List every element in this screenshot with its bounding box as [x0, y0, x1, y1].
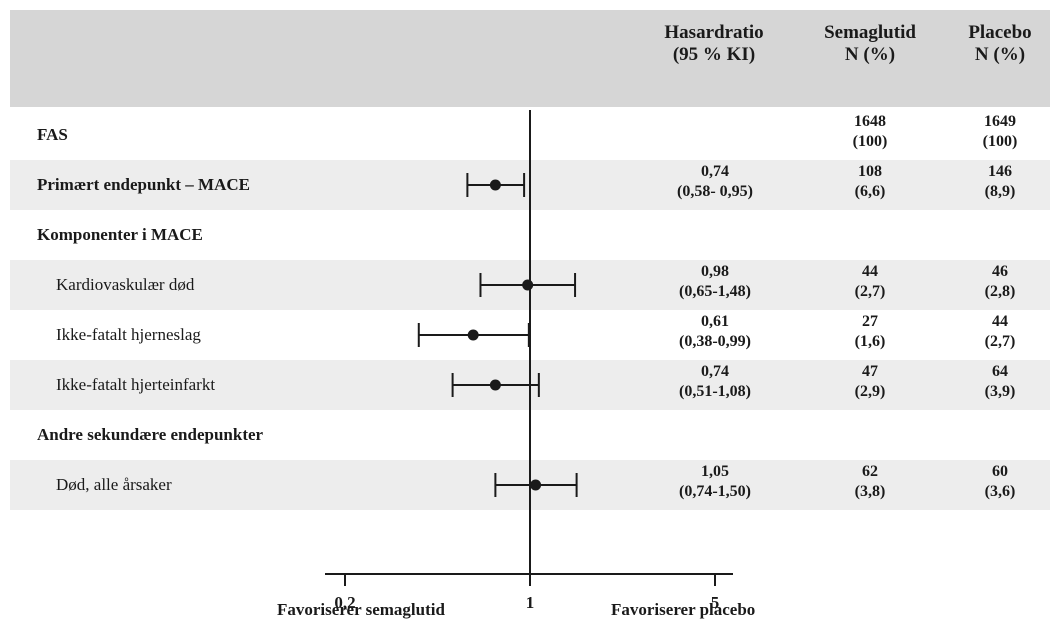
table-header: Hasardratio (95 % KI) Semaglutid N (%) P…	[10, 10, 1050, 107]
placebo-cell: 44 (2,7)	[950, 312, 1050, 352]
hr-point	[467, 329, 479, 341]
hr-ci: (0,74-1,50)	[679, 483, 751, 500]
row-label: FAS	[37, 125, 68, 144]
favours-placebo-label: Favoriserer placebo	[611, 600, 756, 619]
hr-point	[522, 279, 534, 291]
x-tick-label: 1	[526, 593, 535, 612]
placebo-percent: (2,7)	[984, 333, 1016, 350]
x-tick-label: 5	[711, 593, 720, 612]
table-row: Ikke-fatalt hjerneslag 0,61 (0,38-0,99) 2…	[10, 310, 1050, 360]
placebo-cell: 46 (2,8)	[950, 262, 1050, 302]
semaglutid-count: 44	[862, 263, 878, 280]
placebo-percent: (8,9)	[984, 183, 1016, 200]
semaglutid-cell: 1648 (100)	[820, 112, 920, 152]
hr-ci: (0,38-0,99)	[679, 333, 751, 350]
x-tick-label: 0,2	[334, 593, 355, 612]
semaglutid-cell: 62 (3,8)	[820, 462, 920, 502]
placebo-header-subtitle: N (%)	[974, 44, 1026, 65]
semaglutid-percent: (2,7)	[854, 283, 886, 300]
placebo-cell: 1649 (100)	[950, 112, 1050, 152]
hr-header-subtitle: (95 % KI)	[672, 44, 756, 65]
placebo-count: 64	[992, 363, 1008, 380]
placebo-count: 46	[992, 263, 1008, 280]
semaglutid-cell: 108 (6,6)	[820, 162, 920, 202]
hr-ci: (0,58- 0,95)	[677, 183, 753, 200]
hr-ci: (0,51-1,08)	[679, 383, 751, 400]
row-label: Ikke-fatalt hjerteinfarkt	[56, 375, 216, 394]
semaglutid-count: 47	[862, 363, 878, 380]
placebo-cell: 64 (3,9)	[950, 362, 1050, 402]
placebo-percent: (3,6)	[984, 483, 1016, 500]
row-label: Død, alle årsaker	[56, 475, 172, 494]
row-label: Primært endepunkt – MACE	[37, 175, 250, 194]
semaglutid-column-header: Semaglutid N (%)	[810, 22, 930, 66]
hr-point	[489, 179, 501, 191]
favours-semaglutid-label: Favoriserer semaglutid	[277, 600, 445, 619]
row-label: Kardiovaskulær død	[56, 275, 195, 294]
placebo-count: 146	[988, 163, 1012, 180]
hr-cell: 1,05 (0,74-1,50)	[655, 462, 775, 502]
semaglutid-cell: 27 (1,6)	[820, 312, 920, 352]
semaglutid-header-subtitle: N (%)	[844, 44, 896, 65]
semaglutid-percent: (6,6)	[854, 183, 886, 200]
semaglutid-percent: (3,8)	[854, 483, 886, 500]
placebo-percent: (2,8)	[984, 283, 1016, 300]
placebo-cell: 60 (3,6)	[950, 462, 1050, 502]
hr-value: 1,05	[701, 463, 729, 480]
placebo-count: 1649	[984, 113, 1016, 130]
semaglutid-count: 62	[862, 463, 878, 480]
placebo-percent: (100)	[982, 133, 1018, 150]
placebo-percent: (3,9)	[984, 383, 1016, 400]
semaglutid-cell: 47 (2,9)	[820, 362, 920, 402]
placebo-column-header: Placebo N (%)	[950, 22, 1050, 66]
row-label: Komponenter i MACE	[37, 225, 203, 244]
semaglutid-cell: 44 (2,7)	[820, 262, 920, 302]
hr-value: 0,61	[701, 313, 729, 330]
hr-point	[489, 379, 501, 391]
placebo-cell: 146 (8,9)	[950, 162, 1050, 202]
hr-cell: 0,74 (0,51-1,08)	[655, 362, 775, 402]
hr-point	[530, 479, 542, 491]
semaglutid-header-title: Semaglutid	[824, 22, 916, 43]
hr-value: 0,74	[701, 163, 729, 180]
placebo-header-title: Placebo	[968, 22, 1032, 43]
hr-value: 0,98	[701, 263, 729, 280]
placebo-count: 60	[992, 463, 1008, 480]
semaglutid-percent: (2,9)	[854, 383, 886, 400]
hr-cell: 0,74 (0,58- 0,95)	[655, 162, 775, 202]
row-label: Andre sekundære endepunkter	[37, 425, 264, 444]
placebo-count: 44	[992, 313, 1008, 330]
semaglutid-count: 1648	[854, 113, 886, 130]
hr-column-header: Hasardratio (95 % KI)	[645, 22, 783, 66]
hr-ci: (0,65-1,48)	[679, 283, 751, 300]
semaglutid-percent: (100)	[852, 133, 888, 150]
semaglutid-count: 108	[858, 163, 882, 180]
table-row: FAS 1648 (100) 1649 (100)	[10, 110, 1050, 160]
hr-value: 0,74	[701, 363, 729, 380]
hr-cell: 0,98 (0,65-1,48)	[655, 262, 775, 302]
semaglutid-count: 27	[862, 313, 878, 330]
table-row: Komponenter i MACE	[10, 210, 1050, 260]
table-row: Andre sekundære endepunkter	[10, 410, 1050, 460]
row-label: Ikke-fatalt hjerneslag	[56, 325, 201, 344]
hr-cell: 0,61 (0,38-0,99)	[655, 312, 775, 352]
semaglutid-percent: (1,6)	[854, 333, 886, 350]
hr-header-title: Hasardratio	[664, 22, 764, 43]
